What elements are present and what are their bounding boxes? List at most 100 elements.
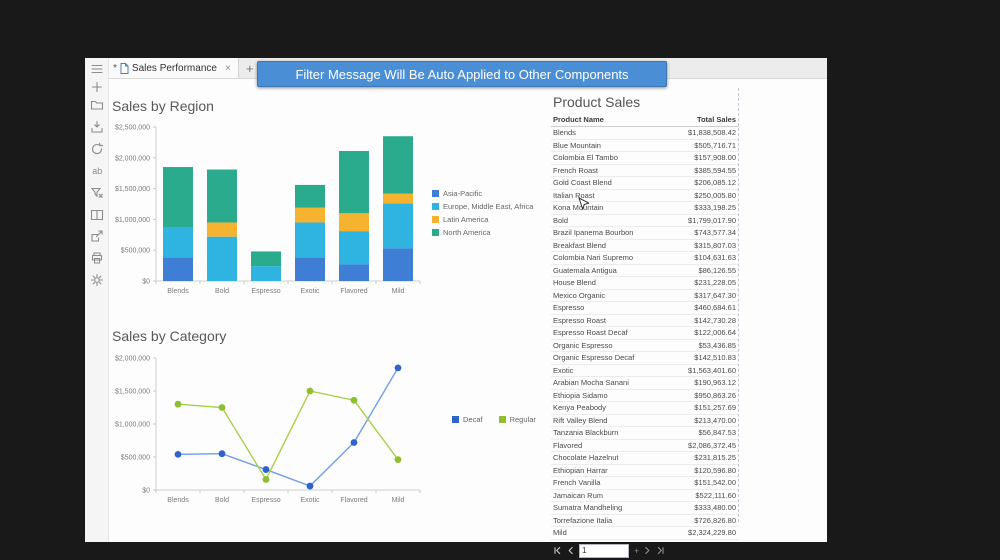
table-row[interactable]: Breakfast Blend $315,807.03: [551, 240, 738, 252]
data-point[interactable]: [394, 456, 402, 464]
legend-item[interactable]: Latin America: [432, 215, 533, 224]
bar-segment[interactable]: [207, 222, 237, 237]
data-point[interactable]: [174, 450, 182, 458]
first-page-button[interactable]: [553, 546, 562, 555]
table-row[interactable]: French Roast $385,594.55: [551, 165, 738, 177]
table-row[interactable]: Espresso $460,684.61: [551, 302, 738, 315]
table-row[interactable]: Bold $1,799,017.90: [551, 215, 738, 227]
bar-segment[interactable]: [339, 151, 369, 214]
table-row[interactable]: Brazil Ipanema Bourbon $743,577.34: [551, 227, 738, 240]
legend-item[interactable]: Europe, Middle East, Africa: [432, 202, 533, 211]
bar-segment[interactable]: [207, 169, 237, 223]
bar-segment[interactable]: [251, 266, 281, 281]
table-row[interactable]: Organic Espresso $53,436.85: [551, 340, 738, 352]
table-row[interactable]: Blends $1,838,508.42: [551, 127, 738, 140]
table-row[interactable]: Colombia Nari Supremo $104,631.63: [551, 252, 738, 265]
bar-segment[interactable]: [163, 167, 193, 228]
page-plus-indicator[interactable]: +: [634, 545, 640, 556]
data-point[interactable]: [306, 482, 314, 490]
bar-segment[interactable]: [251, 251, 281, 267]
bar-segment[interactable]: [383, 136, 413, 194]
prev-page-button[interactable]: [567, 546, 574, 555]
export-button[interactable]: [88, 227, 105, 244]
bar-segment[interactable]: [163, 227, 193, 258]
legend-item[interactable]: Regular: [498, 415, 536, 424]
table-row[interactable]: Ethiopia Sidamo $950,863.26: [551, 390, 738, 402]
bar-segment[interactable]: [295, 257, 325, 281]
tab-close-icon[interactable]: ×: [224, 62, 231, 74]
cell-total-sales: $190,963.12: [694, 378, 736, 387]
table-row[interactable]: Organic Espresso Decaf $142,510.83: [551, 352, 738, 365]
bar-segment[interactable]: [295, 207, 325, 223]
menu-button[interactable]: [88, 60, 105, 77]
legend-item[interactable]: North America: [432, 228, 533, 237]
table-row[interactable]: Tanzania Blackburn $56,847.53: [551, 427, 738, 440]
refresh-button[interactable]: [88, 140, 105, 157]
table-row[interactable]: Sumatra Mandheling $333,480.00: [551, 502, 738, 515]
cell-product-name: Mild: [553, 528, 567, 537]
bar-segment[interactable]: [163, 257, 193, 281]
bar-segment[interactable]: [295, 184, 325, 208]
page-input[interactable]: [579, 543, 629, 558]
table-row[interactable]: Jamaican Rum $522,111.60: [551, 490, 738, 502]
table-row[interactable]: Mild $2,324,229.80: [551, 527, 738, 540]
legend-item[interactable]: Asia-Pacific: [432, 189, 533, 198]
axis-label: $1,000,000: [115, 422, 150, 429]
table-row[interactable]: Espresso Roast $142,730.28: [551, 315, 738, 327]
table-row[interactable]: Flavored $2,086,372.45: [551, 440, 738, 452]
table-row[interactable]: Gold Coast Blend $206,085.12: [551, 177, 738, 190]
header-total-sales[interactable]: Total Sales: [696, 115, 736, 124]
sales-by-region-bar-chart[interactable]: $0 $500,000 $1,000,000 $1,500,000 $2,000,000…: [112, 118, 442, 298]
table-row[interactable]: Kona Mountain $333,198.25: [551, 202, 738, 215]
svg-text:ab: ab: [92, 166, 102, 176]
layout-button[interactable]: [88, 206, 105, 223]
table-row[interactable]: Guatemala Antigua $86,126.55: [551, 265, 738, 277]
table-row[interactable]: Blue Mountain $505,716.71: [551, 140, 738, 152]
save-button[interactable]: [88, 118, 105, 135]
table-row[interactable]: Italian Roast $250,005.80: [551, 190, 738, 202]
table-row[interactable]: Colombia El Tambo $157,908.00: [551, 152, 738, 165]
settings-button[interactable]: [88, 271, 105, 288]
bar-segment[interactable]: [295, 222, 325, 258]
new-tab-button[interactable]: +: [246, 60, 254, 76]
table-row[interactable]: French Vanilla $151,542.00: [551, 477, 738, 490]
bar-segment[interactable]: [383, 248, 413, 281]
bar-segment[interactable]: [383, 193, 413, 204]
clear-filter-button[interactable]: [88, 184, 105, 201]
next-page-button[interactable]: [644, 546, 651, 555]
header-product-name[interactable]: Product Name: [553, 115, 604, 124]
sales-by-category-line-chart[interactable]: $0 $500,000 $1,000,000 $1,500,000 $2,000,000…: [112, 350, 442, 505]
data-point[interactable]: [350, 439, 358, 446]
table-row[interactable]: Mexico Organic $317,647.30: [551, 290, 738, 302]
legend-item[interactable]: Decaf: [452, 415, 483, 424]
last-page-button[interactable]: [656, 546, 665, 555]
table-row[interactable]: Arabian Mocha Sanani $190,963.12: [551, 377, 738, 390]
bar-segment[interactable]: [339, 231, 369, 265]
table-row[interactable]: Torrefazione Italia $726,826.80: [551, 515, 738, 527]
bar-segment[interactable]: [207, 236, 237, 281]
table-row[interactable]: Chocolate Hazelnut $231,815.25: [551, 452, 738, 465]
data-point[interactable]: [394, 364, 402, 372]
data-point[interactable]: [306, 387, 314, 395]
data-point[interactable]: [262, 466, 270, 473]
data-point[interactable]: [262, 476, 270, 483]
table-row[interactable]: Kenya Peabody $151,257.69: [551, 402, 738, 415]
table-row[interactable]: House Blend $231,228.05: [551, 277, 738, 290]
table-row[interactable]: Ethiopian Harrar $120,596.80: [551, 465, 738, 477]
rename-button[interactable]: ab: [88, 162, 105, 179]
print-button[interactable]: [88, 249, 105, 266]
new-button[interactable]: [88, 78, 105, 95]
data-point[interactable]: [350, 396, 358, 404]
data-point[interactable]: [218, 450, 226, 458]
bar-segment[interactable]: [383, 203, 413, 249]
table-row[interactable]: Exotic $1,563,401.60: [551, 365, 738, 377]
table-row[interactable]: Rift Valley Blend $213,470.00: [551, 415, 738, 427]
tab-sales-performance[interactable]: * Sales Performance ×: [108, 58, 239, 78]
data-point[interactable]: [174, 400, 182, 408]
legend-swatch: [432, 229, 439, 236]
table-row[interactable]: Espresso Roast Decaf $122,006.64: [551, 327, 738, 340]
open-button[interactable]: [88, 96, 105, 113]
data-point[interactable]: [218, 404, 226, 411]
bar-segment[interactable]: [339, 264, 369, 281]
bar-segment[interactable]: [339, 213, 369, 232]
